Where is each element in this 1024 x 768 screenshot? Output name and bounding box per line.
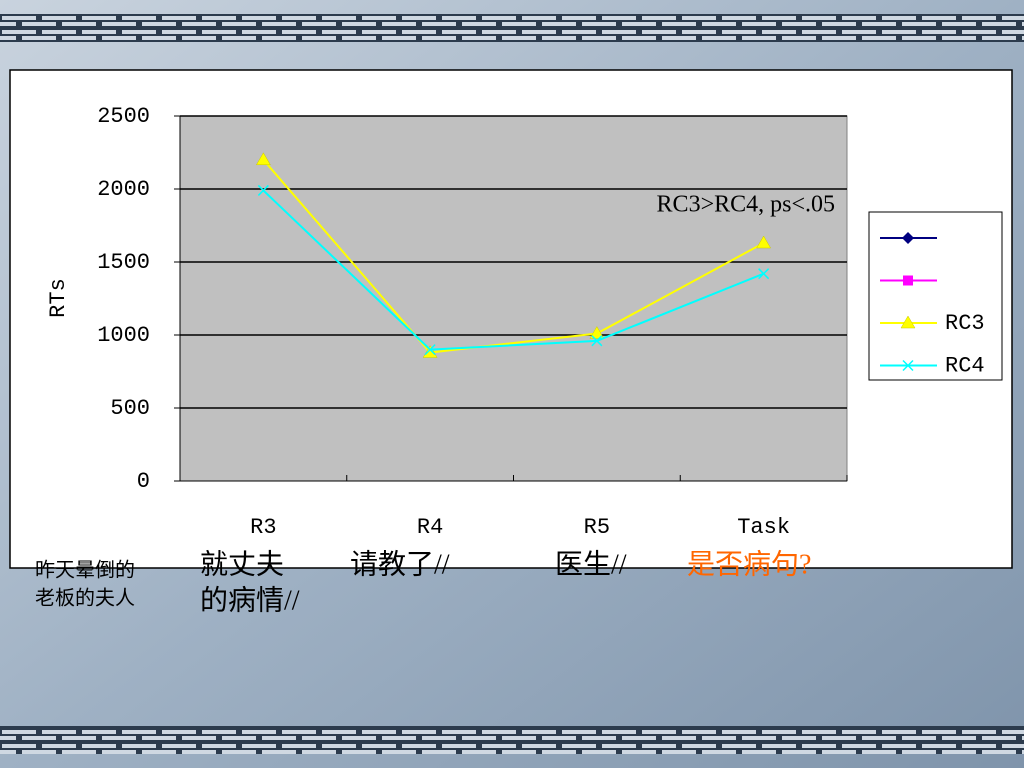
marker — [589, 326, 605, 339]
x-tick-label: R4 — [417, 515, 443, 540]
sentence-segment: 就丈夫 — [200, 548, 284, 580]
plot-area — [179, 115, 848, 482]
marker — [255, 152, 271, 166]
sentence-segment: 医生// — [555, 548, 627, 580]
legend-box — [868, 211, 1003, 381]
brick-border-bottom — [0, 726, 1024, 754]
sentence-segment: 的病情// — [200, 584, 300, 616]
marker — [758, 268, 770, 280]
marker — [902, 232, 914, 244]
sentence-segment: 老板的夫人 — [35, 587, 135, 610]
annotation: RC3>RC4, ps<.05 — [657, 192, 835, 218]
brick-border-top — [0, 14, 1024, 42]
x-tick-label: Task — [737, 515, 790, 540]
legend-label: RC4 — [945, 353, 985, 378]
sentence-segment: 昨天晕倒的 — [35, 559, 135, 582]
y-tick-label: 1000 — [97, 323, 150, 348]
x-tick-label: R3 — [250, 515, 276, 540]
y-tick-label: 2500 — [97, 104, 150, 129]
y-tick-label: 1500 — [97, 250, 150, 275]
series-line — [262, 159, 765, 354]
marker — [902, 359, 914, 372]
y-tick-label: 500 — [110, 396, 150, 421]
sentence-segment: 请教了// — [350, 548, 450, 580]
series-line — [262, 189, 764, 351]
legend-label: RC3 — [945, 311, 985, 336]
marker — [422, 345, 438, 358]
marker — [900, 315, 916, 329]
sentence-segment: 是否病句? — [687, 548, 811, 580]
marker — [756, 235, 772, 249]
marker — [257, 184, 269, 196]
y-axis-label: RTs — [46, 278, 71, 318]
marker — [903, 275, 913, 286]
y-tick-label: 0 — [137, 469, 150, 494]
marker — [591, 335, 603, 347]
y-tick-label: 2000 — [97, 177, 150, 202]
x-tick-label: R5 — [584, 515, 610, 540]
marker — [424, 344, 436, 356]
